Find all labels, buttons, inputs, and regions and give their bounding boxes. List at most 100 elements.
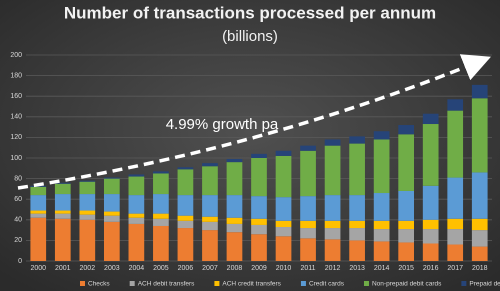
bar-segment: [79, 194, 96, 211]
bar-segment: [153, 173, 169, 195]
bar-segment: [349, 136, 365, 144]
bar-segment: [226, 159, 243, 163]
x-tick-label: 2002: [80, 265, 96, 272]
bar-segment: [79, 219, 96, 261]
x-tick-label: 2008: [227, 265, 243, 272]
bar-segment: [103, 221, 120, 261]
x-tick-label: 2007: [202, 265, 218, 272]
bar-segment: [471, 98, 488, 173]
bar-segment: [177, 195, 194, 216]
bar-segment: [447, 244, 464, 261]
bar-segment: [471, 230, 488, 247]
bar-segment: [251, 234, 267, 261]
x-tick-label: 2006: [178, 265, 194, 272]
x-tick-label: 2001: [55, 265, 71, 272]
legend-label: Non-prepaid debit cards: [372, 281, 442, 288]
bar-segment: [349, 220, 365, 229]
bar-segment: [300, 145, 316, 151]
bar-segment: [398, 220, 415, 230]
y-tick-label: 140: [10, 114, 22, 121]
bar-segment: [471, 172, 488, 219]
bar-segment: [177, 167, 194, 170]
bar-segment: [153, 194, 169, 214]
bar-segment: [30, 217, 47, 261]
bar-segment: [251, 224, 267, 235]
legend-swatch: [129, 281, 135, 286]
legend-swatch: [363, 281, 369, 286]
bar-segment: [202, 166, 218, 196]
bar-segment: [153, 171, 169, 174]
bar-segment: [128, 176, 145, 196]
bar-segment: [128, 217, 145, 224]
x-tick-label: 2015: [398, 265, 414, 272]
bar-segment: [447, 218, 464, 230]
bar-segment: [153, 225, 169, 261]
x-tick-label: 2012: [325, 265, 341, 272]
bar-segment: [30, 210, 47, 214]
bar-segment: [373, 131, 390, 140]
bar-segment: [398, 242, 415, 261]
bar-segment: [128, 195, 145, 214]
bar-segment: [300, 150, 316, 197]
y-tick-label: 120: [10, 134, 22, 141]
legend-swatch: [214, 281, 220, 286]
y-tick-label: 180: [10, 72, 22, 79]
bar-segment: [373, 220, 390, 230]
bar-segment: [79, 214, 96, 220]
bar-segment: [79, 181, 96, 195]
bar-segment: [471, 246, 488, 261]
y-tick-label: 0: [18, 258, 22, 265]
x-tick-label: 2011: [301, 265, 316, 272]
bar-segment: [275, 236, 292, 261]
bar-segment: [128, 223, 145, 261]
chart-title: Number of transactions processed per ann…: [64, 3, 436, 22]
x-tick-label: 2003: [104, 265, 120, 272]
bar-segment: [103, 178, 120, 195]
x-tick-label: 2013: [349, 265, 365, 272]
x-tick-label: 2016: [423, 265, 439, 272]
bar-segment: [324, 220, 341, 229]
bar-segment: [103, 215, 120, 222]
bar-segment: [251, 158, 267, 197]
bar-segment: [226, 223, 243, 233]
bar-segment: [177, 220, 194, 229]
bar-segment: [177, 228, 194, 261]
bar-segment: [324, 228, 341, 240]
bar-segment: [128, 213, 145, 218]
bar-segment: [275, 220, 292, 228]
bar-segment: [373, 229, 390, 242]
bar-segment: [79, 180, 96, 182]
bar-segment: [471, 84, 488, 99]
y-tick-label: 100: [10, 155, 22, 162]
bar-segment: [79, 210, 96, 215]
bar-segment: [471, 218, 488, 231]
bar-segment: [226, 217, 243, 224]
legend-swatch: [461, 281, 467, 286]
bar-segment: [300, 238, 316, 261]
legend-swatch: [300, 281, 306, 286]
legend-label: Prepaid debit cards: [469, 281, 500, 288]
bar-segment: [202, 230, 218, 261]
bar-segment: [422, 229, 439, 244]
bar-segment: [349, 195, 365, 221]
bar-segment: [153, 213, 169, 219]
bar-segment: [54, 194, 71, 211]
x-tick-label: 2010: [276, 265, 292, 272]
bar-segment: [300, 196, 316, 221]
bar-segment: [300, 220, 316, 229]
bar-segment: [202, 216, 218, 222]
bar-segment: [275, 155, 292, 198]
x-tick-label: 2005: [153, 265, 169, 272]
bar-segment: [226, 162, 243, 196]
bar-segment: [398, 190, 415, 221]
bar-segment: [324, 195, 341, 221]
bar-segment: [275, 197, 292, 221]
bar-segment: [54, 218, 71, 261]
bar-segment: [226, 195, 243, 218]
bar-segment: [54, 213, 71, 219]
bar-segment: [324, 145, 341, 196]
bar-segment: [251, 153, 267, 158]
bar-segment: [324, 239, 341, 261]
x-tick-label: 2018: [472, 265, 488, 272]
